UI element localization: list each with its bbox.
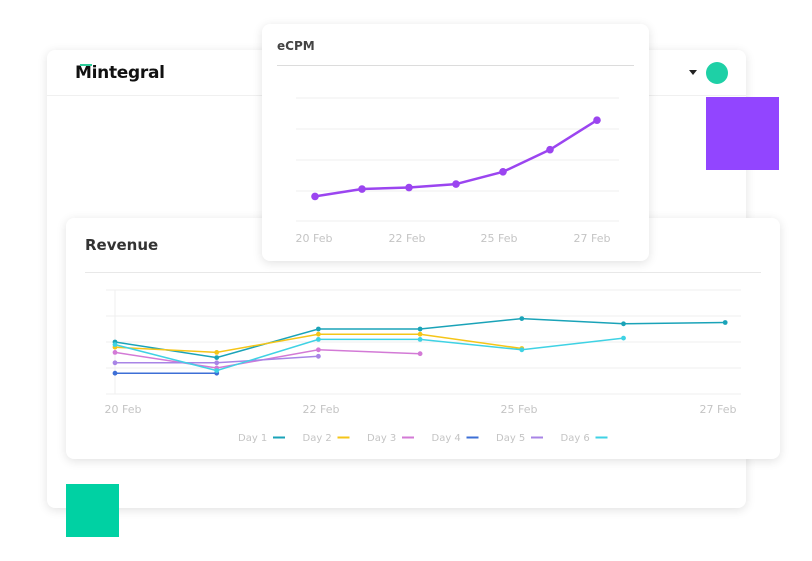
revenue-data-point[interactable]: [316, 326, 321, 332]
revenue-data-point[interactable]: [214, 355, 220, 360]
revenue-data-point[interactable]: [417, 326, 423, 332]
revenue-x-tick-label: 20 Feb: [105, 403, 142, 416]
legend-entry-label: Day 3: [367, 433, 396, 444]
revenue-x-tick-label: 25 Feb: [501, 403, 538, 416]
revenue-series-line: [114, 337, 624, 372]
ecpm-data-point[interactable]: [546, 145, 554, 154]
revenue-data-point[interactable]: [417, 337, 423, 342]
legend-entry-label: Day 5: [496, 433, 525, 444]
legend-entry-label: Day 4: [432, 433, 461, 444]
ecpm-title-divider: [277, 65, 634, 66]
revenue-chart-title: Revenue: [85, 236, 159, 254]
revenue-data-point[interactable]: [316, 337, 321, 342]
revenue-chart: 20 Feb 22 Feb 25 Feb 27 Feb Day 1 Day 2 Day 3 D…: [105, 289, 741, 444]
revenue-data-point[interactable]: [112, 350, 118, 355]
ecpm-data-point[interactable]: [593, 116, 601, 124]
revenue-data-point[interactable]: [112, 342, 118, 347]
revenue-data-point[interactable]: [519, 347, 525, 353]
revenue-data-point[interactable]: [316, 347, 321, 353]
ecpm-data-point[interactable]: [358, 185, 366, 193]
ecpm-x-tick-label: 25 Feb: [481, 232, 518, 245]
ecpm-x-tick-label: 27 Feb: [574, 232, 611, 245]
legend-entry-label: Day 2: [303, 433, 332, 444]
revenue-x-tick-label: 22 Feb: [303, 403, 340, 416]
ecpm-x-tick-label: 20 Feb: [296, 232, 333, 245]
chevron-down-icon[interactable]: [689, 70, 697, 75]
ecpm-data-point[interactable]: [311, 192, 319, 201]
revenue-data-point[interactable]: [214, 350, 220, 355]
ecpm-chart: 20 Feb 22 Feb 25 Feb 27 Feb: [296, 97, 619, 245]
legend-entry-label: Day 6: [561, 433, 590, 444]
legend-entry-label: Day 1: [238, 433, 267, 444]
revenue-title-divider: [85, 272, 761, 273]
decorative-green-square: [66, 484, 119, 537]
revenue-data-point[interactable]: [214, 360, 220, 366]
logo-accent-mark: [80, 64, 92, 66]
ecpm-data-point[interactable]: [452, 180, 460, 188]
ecpm-chart-title: eCPM: [277, 39, 315, 53]
revenue-data-point[interactable]: [112, 360, 118, 366]
revenue-data-point[interactable]: [621, 335, 626, 341]
revenue-data-point[interactable]: [621, 321, 626, 327]
ecpm-data-point[interactable]: [499, 168, 507, 176]
ecpm-x-tick-label: 22 Feb: [389, 232, 426, 245]
ecpm-data-point[interactable]: [405, 183, 413, 192]
revenue-data-point[interactable]: [417, 331, 423, 337]
revenue-data-point[interactable]: [417, 351, 423, 357]
ecpm-card: eCPM 20 Feb 22 Feb 25 Feb 27 Feb: [262, 24, 649, 261]
revenue-data-point[interactable]: [316, 331, 321, 337]
revenue-data-point[interactable]: [519, 316, 525, 321]
decorative-purple-square: [706, 97, 779, 170]
revenue-data-point[interactable]: [316, 353, 321, 359]
revenue-data-point[interactable]: [214, 368, 220, 373]
app-logo: Mintegral: [75, 63, 165, 83]
revenue-data-point[interactable]: [112, 370, 118, 376]
avatar[interactable]: [706, 62, 728, 84]
revenue-data-point[interactable]: [722, 320, 728, 325]
revenue-x-tick-label: 27 Feb: [700, 403, 737, 416]
